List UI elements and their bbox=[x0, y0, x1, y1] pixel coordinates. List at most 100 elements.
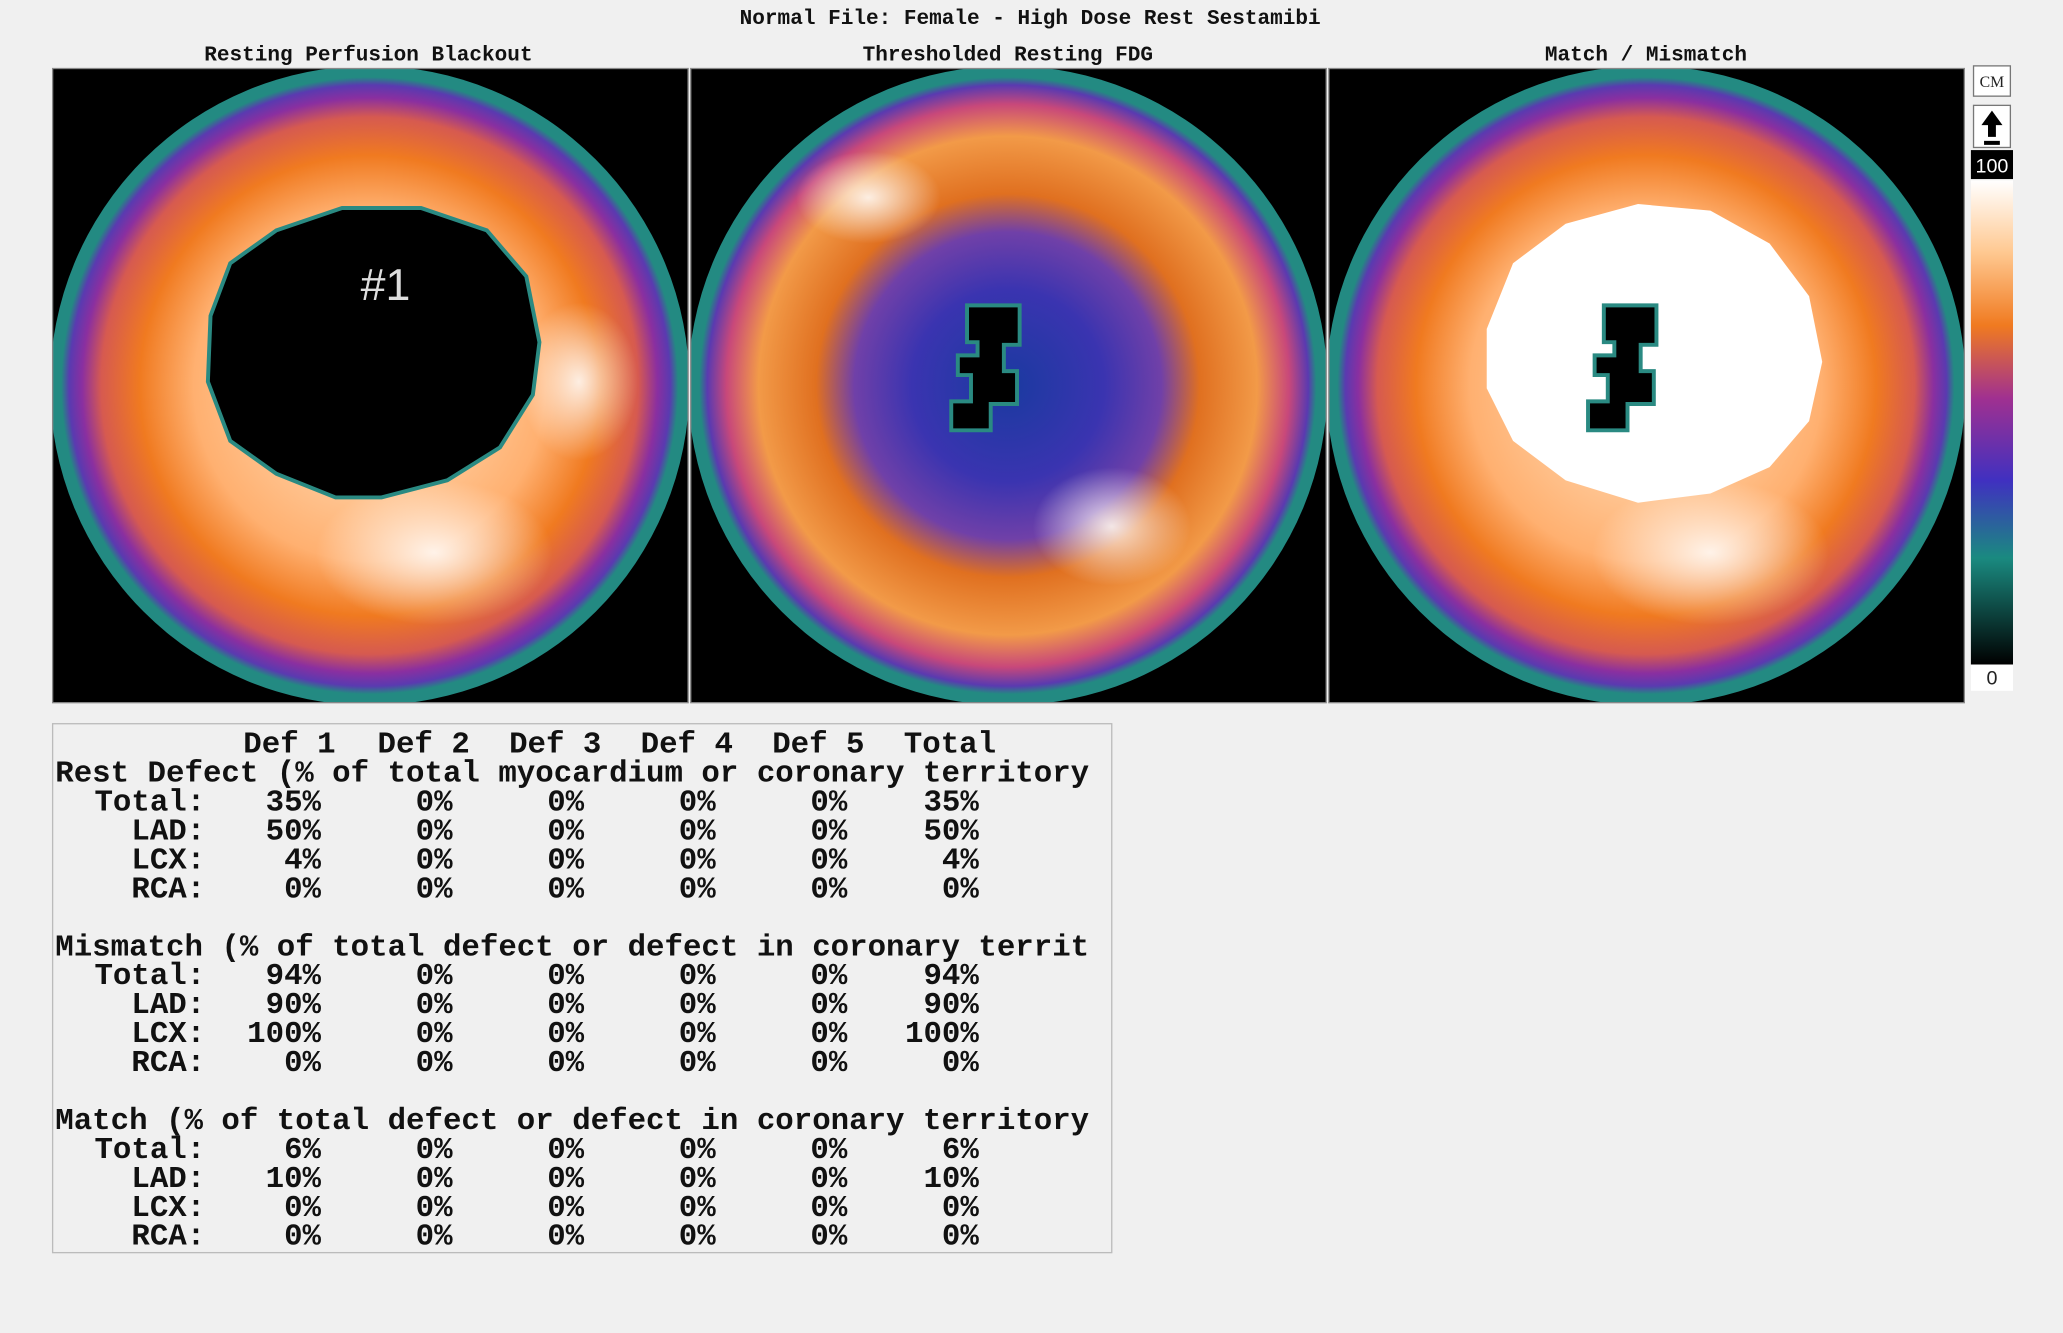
panel-title: Resting Perfusion Blackout bbox=[204, 44, 532, 68]
cell: 0% bbox=[416, 988, 453, 1023]
cell: 94% bbox=[266, 959, 322, 994]
section-title: Mismatch (% of total defect or defect in… bbox=[55, 930, 1089, 965]
mismatch-region bbox=[1486, 204, 1823, 503]
cell: 0% bbox=[547, 1046, 584, 1081]
cell: 0% bbox=[416, 1046, 453, 1081]
polar-map bbox=[690, 68, 1327, 703]
cell: 0% bbox=[547, 988, 584, 1023]
cell: 0% bbox=[416, 1017, 453, 1052]
cell: 0% bbox=[547, 1133, 584, 1168]
bottom-label-box bbox=[1970, 664, 2014, 691]
row-label: LAD: bbox=[131, 1162, 205, 1197]
cell: 0% bbox=[942, 1191, 979, 1226]
cell: 0% bbox=[416, 1162, 453, 1197]
row-label: Total: bbox=[94, 959, 205, 994]
window-title: Normal File: Female - High Dose Rest Ses… bbox=[740, 7, 1321, 31]
cell: 0% bbox=[416, 786, 453, 821]
cell: 0% bbox=[679, 872, 716, 907]
cell: 90% bbox=[923, 988, 979, 1023]
column-header: Def 4 bbox=[641, 728, 733, 763]
cell: 0% bbox=[679, 1133, 716, 1168]
cell: 0% bbox=[416, 959, 453, 994]
cell: 0% bbox=[679, 843, 716, 878]
row-label: LCX: bbox=[131, 1017, 205, 1052]
cell: 0% bbox=[810, 988, 847, 1023]
column-header: Def 2 bbox=[377, 728, 469, 763]
column-header: Def 3 bbox=[509, 728, 601, 763]
cell: 0% bbox=[284, 1220, 321, 1255]
cell: 4% bbox=[942, 843, 979, 878]
cell: 0% bbox=[810, 1162, 847, 1197]
cell: 0% bbox=[679, 959, 716, 994]
section-title: Match (% of total defect or defect in co… bbox=[55, 1104, 1089, 1139]
cm-button[interactable] bbox=[1972, 65, 2012, 97]
column-header: Total bbox=[904, 728, 996, 763]
cell: 0% bbox=[547, 1191, 584, 1226]
cell: 0% bbox=[810, 843, 847, 878]
row-label: LCX: bbox=[131, 1191, 205, 1226]
cell: 35% bbox=[266, 786, 322, 821]
map-highlight bbox=[1032, 467, 1191, 586]
cell: 0% bbox=[942, 1220, 979, 1255]
map-highlight bbox=[795, 151, 941, 244]
colorbar-min: 0 bbox=[1986, 667, 1997, 689]
cell: 0% bbox=[547, 843, 584, 878]
row-label: RCA: bbox=[131, 1220, 205, 1255]
colorbar-gradient bbox=[1970, 180, 2014, 665]
cell: 0% bbox=[679, 1191, 716, 1226]
cell: 0% bbox=[547, 1220, 584, 1255]
arrow-icon bbox=[1981, 110, 2003, 145]
cell: 94% bbox=[923, 959, 979, 994]
cell: 0% bbox=[416, 1220, 453, 1255]
cell: 6% bbox=[942, 1133, 979, 1168]
cell: 0% bbox=[284, 1046, 321, 1081]
row-label: RCA: bbox=[131, 872, 205, 907]
row-label: LCX: bbox=[131, 843, 205, 878]
cell: 0% bbox=[547, 786, 584, 821]
row-label: LAD: bbox=[131, 815, 205, 850]
cell: 0% bbox=[547, 959, 584, 994]
row-label: Total: bbox=[94, 1133, 205, 1168]
cell: 0% bbox=[810, 1191, 847, 1226]
cell: 0% bbox=[679, 815, 716, 850]
panel-border bbox=[1328, 67, 1965, 704]
cell: 35% bbox=[923, 786, 979, 821]
cell: 6% bbox=[284, 1133, 321, 1168]
cell: 0% bbox=[679, 1162, 716, 1197]
cell: 0% bbox=[679, 1220, 716, 1255]
map-highlight bbox=[1591, 480, 1829, 626]
cell: 0% bbox=[942, 872, 979, 907]
cell: 90% bbox=[266, 988, 322, 1023]
section-title: Rest Defect (% of total myocardium or co… bbox=[55, 757, 1089, 792]
cell: 0% bbox=[810, 872, 847, 907]
cell: 10% bbox=[266, 1162, 322, 1197]
defect-label: #1 bbox=[361, 261, 411, 310]
cell: 0% bbox=[416, 1191, 453, 1226]
map-highlight bbox=[315, 480, 553, 626]
colorbar: CM 100 0 bbox=[1970, 65, 2014, 691]
cell: 0% bbox=[679, 988, 716, 1023]
panel-title: Thresholded Resting FDG bbox=[863, 44, 1154, 68]
cell: 0% bbox=[679, 786, 716, 821]
cell: 0% bbox=[547, 1017, 584, 1052]
defect-region bbox=[949, 303, 1022, 433]
blackout-region bbox=[205, 206, 542, 500]
row-label: Total: bbox=[94, 786, 205, 821]
cell: 0% bbox=[810, 959, 847, 994]
panel-title: Match / Mismatch bbox=[1545, 44, 1747, 68]
cell: 0% bbox=[547, 872, 584, 907]
polar-map bbox=[1328, 68, 1965, 703]
cell: 0% bbox=[416, 815, 453, 850]
cell: 0% bbox=[810, 1017, 847, 1052]
table-frame bbox=[51, 723, 1113, 1254]
cell: 0% bbox=[810, 1133, 847, 1168]
column-header: Def 1 bbox=[243, 728, 335, 763]
colorbar-max: 100 bbox=[1975, 155, 2008, 177]
cell: 0% bbox=[547, 1162, 584, 1197]
cell: 0% bbox=[810, 1046, 847, 1081]
panel-border bbox=[51, 67, 689, 704]
cell: 4% bbox=[284, 843, 321, 878]
defect-region bbox=[1586, 303, 1659, 433]
cell: 0% bbox=[547, 815, 584, 850]
